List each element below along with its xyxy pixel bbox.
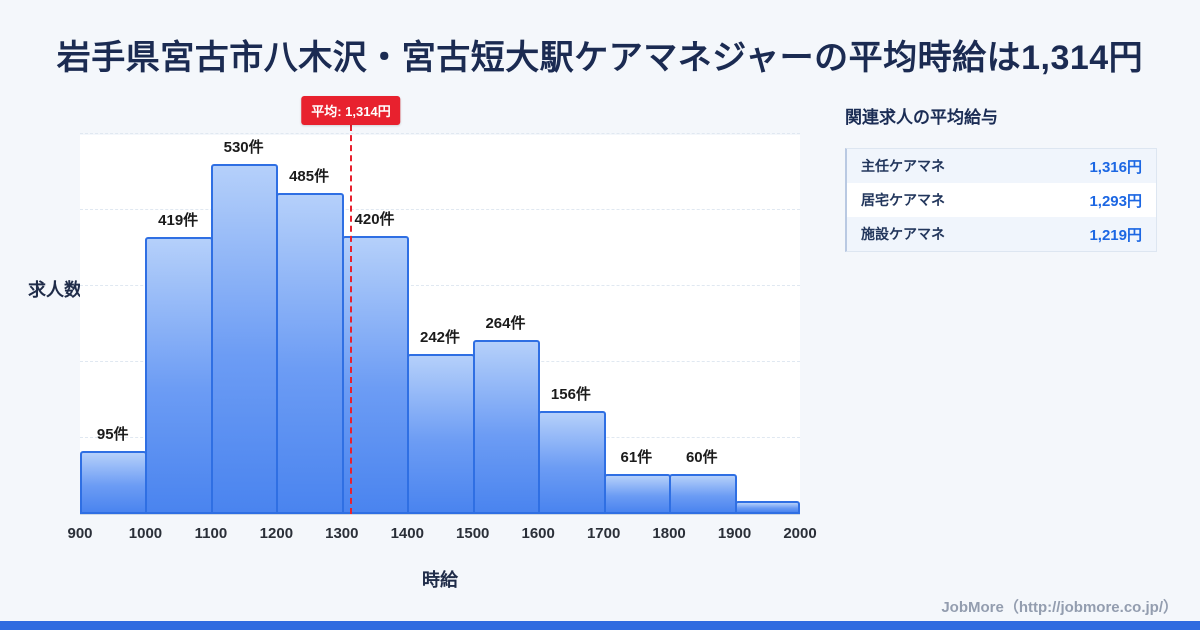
side-panel: 関連求人の平均給与 主任ケアマネ 1,316円 居宅ケアマネ 1,293円 施設… — [845, 103, 1157, 252]
bar-value-label: 95件 — [96, 426, 129, 443]
side-panel-title: 関連求人の平均給与 — [845, 108, 998, 127]
histogram-bar — [341, 236, 410, 514]
y-axis-label: 求人数 — [28, 280, 82, 300]
x-tick-label: 2000 — [783, 525, 817, 542]
salary-table: 主任ケアマネ 1,316円 居宅ケアマネ 1,293円 施設ケアマネ 1,219… — [845, 148, 1157, 252]
average-badge: 平均: 1,314円 — [301, 96, 401, 125]
x-tick-label: 1600 — [521, 525, 555, 542]
x-tick-label: 1700 — [586, 525, 621, 542]
bar-value-label: 264件 — [485, 315, 526, 332]
histogram-bar — [538, 411, 606, 514]
x-tick-label: 1300 — [325, 525, 359, 542]
histogram-bar — [472, 340, 541, 514]
bar-value-label: 60件 — [685, 449, 718, 466]
bar-value-label: 242件 — [419, 329, 461, 346]
x-tick-label: 1400 — [390, 525, 424, 542]
gridline — [80, 133, 800, 134]
average-line — [349, 125, 352, 514]
x-axis-label: 時給 — [422, 570, 458, 590]
bottom-accent-bar — [0, 621, 1200, 630]
row-value: 1,316円 — [1089, 158, 1142, 176]
x-tick-label: 1500 — [456, 525, 490, 542]
row-label: 居宅ケアマネ — [861, 192, 945, 208]
page-title: 岩手県宮古市八木沢・宮古短大駅ケアマネジャーの平均時給は1,314円 — [56, 39, 1144, 77]
histogram-bar — [734, 501, 800, 514]
histogram-bar — [603, 474, 672, 514]
histogram-bar — [210, 164, 279, 514]
row-value: 1,293円 — [1089, 192, 1142, 210]
x-tick-label: 1800 — [652, 525, 686, 542]
x-tick-label: 900 — [67, 525, 93, 542]
histogram-bar — [80, 451, 148, 514]
row-value: 1,219円 — [1089, 226, 1142, 244]
gridline — [80, 209, 800, 210]
bar-value-label: 530件 — [223, 139, 264, 156]
table-row: 主任ケアマネ 1,316円 — [847, 149, 1156, 183]
x-tick-label: 1900 — [717, 525, 752, 542]
bar-value-label: 420件 — [354, 211, 395, 228]
x-tick-label: 1200 — [259, 525, 294, 542]
x-tick-label: 1100 — [194, 525, 228, 542]
bar-value-label: 485件 — [289, 168, 330, 185]
histogram-bar — [145, 237, 213, 514]
gridline — [80, 285, 800, 286]
histogram-bar — [276, 193, 344, 514]
row-label: 施設ケアマネ — [861, 226, 945, 242]
table-row: 居宅ケアマネ 1,293円 — [847, 183, 1156, 217]
histogram-bar — [669, 474, 737, 514]
row-label: 主任ケアマネ — [861, 158, 945, 174]
footer-credit: JobMore（http://jobmore.co.jp/） — [941, 599, 1178, 616]
histogram-bar — [407, 354, 475, 514]
bar-value-label: 419件 — [158, 212, 199, 229]
x-tick-label: 1000 — [128, 525, 163, 542]
plot-area: 95件 419件 530件 485件 420件 242件 264件 156件 61件 60件 900… — [67, 96, 817, 542]
table-row: 施設ケアマネ 1,219円 — [847, 217, 1156, 251]
bar-value-label: 61件 — [620, 449, 653, 466]
bar-value-label: 156件 — [550, 386, 591, 403]
